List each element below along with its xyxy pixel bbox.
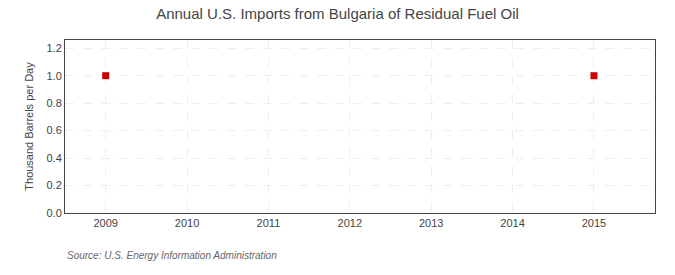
svg-text:1.0: 1.0 [47, 70, 62, 82]
svg-text:0.2: 0.2 [47, 179, 62, 191]
svg-text:Thousand Barrels per Day: Thousand Barrels per Day [23, 62, 35, 191]
svg-text:2015: 2015 [582, 217, 606, 229]
svg-text:1.2: 1.2 [47, 42, 62, 54]
svg-text:0.0: 0.0 [47, 207, 62, 219]
svg-text:2014: 2014 [500, 217, 524, 229]
svg-text:2013: 2013 [419, 217, 443, 229]
svg-text:2012: 2012 [338, 217, 362, 229]
svg-text:Annual U.S. Imports from Bulga: Annual U.S. Imports from Bulgaria of Res… [156, 5, 519, 22]
svg-text:2009: 2009 [93, 217, 117, 229]
svg-text:2010: 2010 [175, 217, 199, 229]
svg-text:0.6: 0.6 [47, 124, 62, 136]
svg-text:2011: 2011 [257, 217, 281, 229]
svg-text:0.4: 0.4 [47, 152, 62, 164]
svg-text:0.8: 0.8 [47, 97, 62, 109]
svg-text:Source: U.S. Energy Informatio: Source: U.S. Energy Information Administ… [67, 250, 277, 261]
